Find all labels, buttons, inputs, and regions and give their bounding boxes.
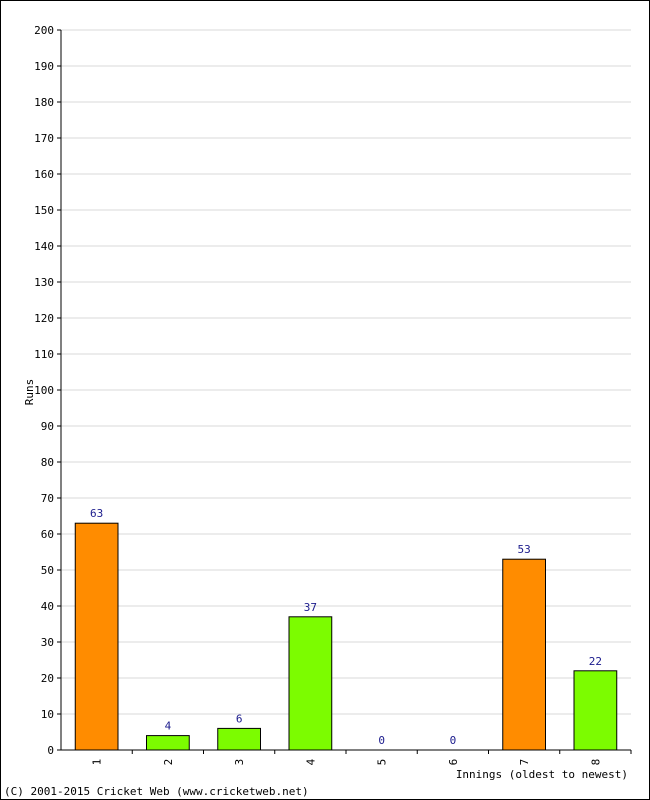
copyright-footer: (C) 2001-2015 Cricket Web (www.cricketwe… [4,785,309,798]
y-tick-label: 50 [41,564,54,577]
y-tick-label: 30 [41,636,54,649]
y-tick-label: 20 [41,672,54,685]
y-tick-label: 130 [34,276,54,289]
x-tick-label: 4 [304,758,317,765]
y-tick-label: 100 [34,384,54,397]
x-tick-label: 6 [447,759,460,766]
bar-innings-8 [573,670,618,751]
y-tick-label: 170 [34,132,54,145]
bar-innings-2 [146,735,190,751]
bars [74,522,618,751]
y-tick-label: 190 [34,60,54,73]
x-tick-label: 1 [91,759,104,766]
y-tick-label: 160 [34,168,54,181]
x-axis-label: Innings (oldest to newest) [456,768,628,781]
bar-innings-3 [217,727,261,751]
x-tick-label: 7 [518,759,531,766]
value-label-innings-7: 53 [518,543,531,556]
y-tick-label: 90 [41,420,54,433]
y-axis-label: Runs [23,379,36,406]
y-tick-label: 70 [41,492,54,505]
value-label-innings-4: 37 [304,601,317,614]
y-tick-label: 200 [34,24,54,37]
y-tick-label: 0 [47,744,54,757]
y-tick-label: 60 [41,528,54,541]
y-tick-label: 40 [41,600,54,613]
y-tick-label: 150 [34,204,54,217]
value-label-innings-6: 0 [450,734,457,747]
y-tick-label: 120 [34,312,54,325]
y-axis-ticks: 0 10 20 30 40 50 60 70 80 90 100 110 120 130 140 150 160… [34,24,61,757]
y-tick-label: 180 [34,96,54,109]
value-label-innings-5: 0 [378,734,385,747]
x-tick-label: 3 [233,759,246,766]
value-label-innings-2: 4 [165,720,172,733]
y-tick-label: 10 [41,708,54,721]
y-tick-label: 110 [34,348,54,361]
x-tick-label: 2 [162,759,175,766]
bar-innings-7 [502,558,546,751]
bar-innings-1 [74,522,119,751]
value-labels: 63 4 6 37 0 0 53 22 [90,507,602,747]
value-label-innings-3: 6 [236,712,243,725]
x-axis-ticks: 1 2 3 4 5 6 7 8 [91,750,632,766]
x-tick-label: 8 [589,759,602,766]
x-tick-label: 5 [376,759,389,766]
bar-innings-4 [288,616,333,751]
value-label-innings-8: 22 [589,655,602,668]
y-tick-label: 80 [41,456,54,469]
value-label-innings-1: 63 [90,507,103,520]
y-tick-label: 140 [34,240,54,253]
